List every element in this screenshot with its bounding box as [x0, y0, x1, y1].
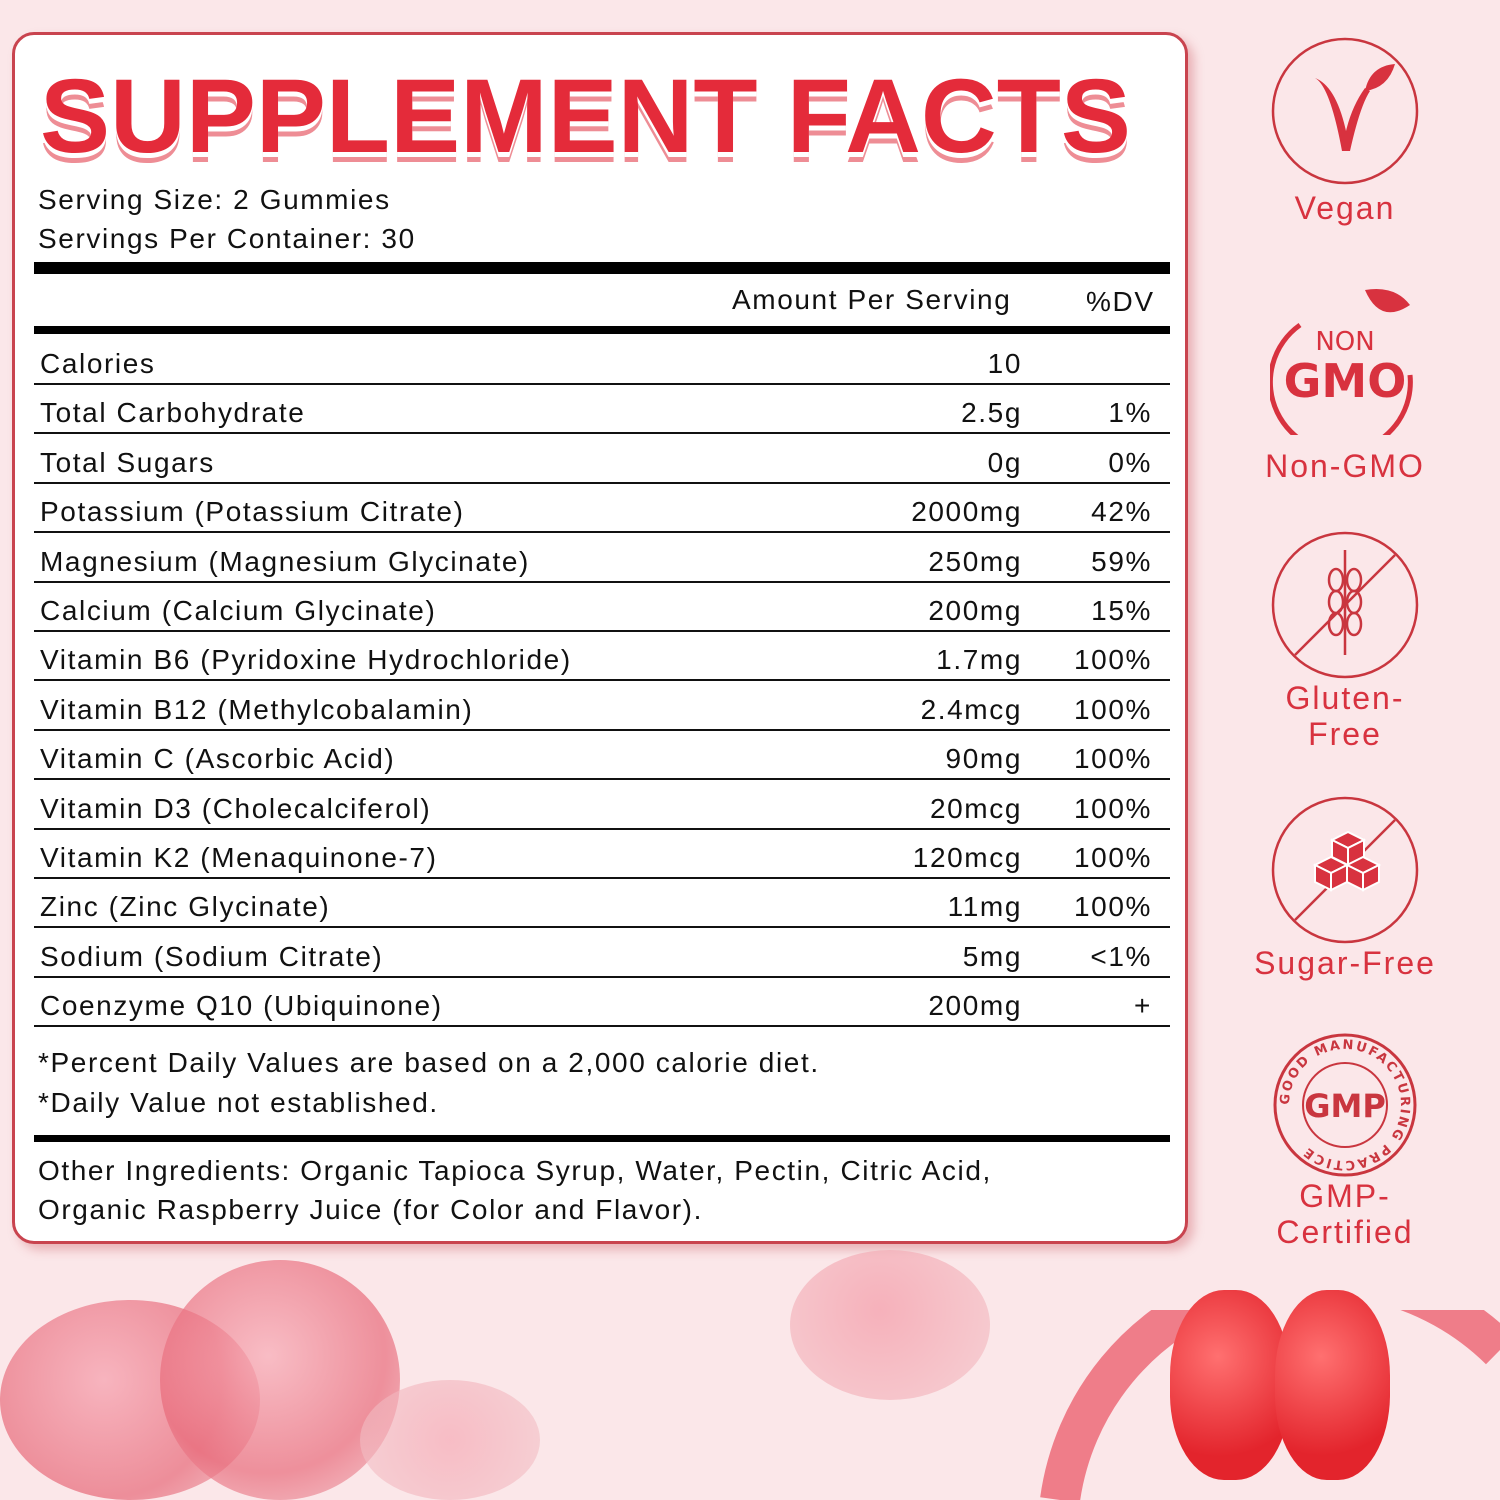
- svg-text:GMO: GMO: [1284, 354, 1407, 408]
- badge-label-gmp-certified: GMP- Certified: [1276, 1178, 1414, 1250]
- daily-value: 100%: [1073, 693, 1152, 725]
- daily-value: 15%: [1091, 595, 1152, 626]
- raspberry-image: [160, 1260, 400, 1500]
- badge-label-sugar-free: Sugar-Free: [1254, 945, 1436, 981]
- nutrient-name: Calories: [40, 348, 156, 379]
- footnote: *Percent Daily Values are based on a 2,0…: [38, 1047, 820, 1078]
- other-ingredients: Organic Raspberry Juice (for Color and F…: [38, 1194, 703, 1225]
- table-row: Vitamin D3 (Cholecalciferol) 20mcg 100%: [34, 779, 1170, 830]
- supplement-facts-panel: [12, 32, 1188, 1244]
- daily-value: 100%: [1073, 644, 1152, 676]
- nutrient-name: Vitamin D3 (Cholecalciferol): [40, 792, 432, 824]
- nutrient-name: Magnesium (Magnesium Glycinate): [40, 545, 530, 577]
- nutrient-name: Coenzyme Q10 (Ubiquinone): [40, 990, 443, 1022]
- nutrient-name: Zinc (Zinc Glycinate): [40, 891, 331, 923]
- nutrient-name: Vitamin B6 (Pyridoxine Hydrochloride): [40, 644, 572, 676]
- amount-per-serving: 20mcg: [929, 792, 1022, 824]
- table-row: Vitamin B12 (Methylcobalamin) 2.4mcg 100%: [34, 680, 1170, 731]
- amount-per-serving: 11mg: [947, 891, 1022, 923]
- gmp-seal-icon: GOOD MANUFACTURING PRACTICE GMP: [1273, 1033, 1417, 1177]
- table-row: Vitamin C (Ascorbic Acid) 90mg 100%: [34, 729, 1170, 781]
- amount-per-serving: 90mg: [945, 743, 1022, 775]
- table-row: Potassium (Potassium Citrate) 2000mg 42%: [34, 482, 1170, 534]
- sugar-free-cubes-icon: [1271, 796, 1419, 944]
- amount-per-serving: 0g: [987, 446, 1022, 478]
- nutrient-name: Vitamin B12 (Methylcobalamin): [40, 693, 474, 725]
- amount-per-serving: 5mg: [962, 940, 1022, 972]
- gummy-bear-image: [1275, 1290, 1390, 1480]
- table-row: Vitamin K2 (Menaquinone-7) 120mcg 100%: [34, 828, 1170, 879]
- table-row: Vitamin B6 (Pyridoxine Hydrochloride) 1.7…: [34, 630, 1170, 682]
- table-row: Magnesium (Magnesium Glycinate) 250mg 59%: [34, 532, 1170, 583]
- nutrient-name: Vitamin C (Ascorbic Acid): [40, 743, 396, 775]
- badge-label-gluten-free: Gluten- Free: [1285, 680, 1405, 752]
- nutrient-name: Vitamin K2 (Menaquinone-7): [40, 842, 438, 873]
- nutrient-name: Sodium (Sodium Citrate): [40, 940, 384, 972]
- nutrient-name: Total Carbohydrate: [40, 397, 306, 429]
- amount-per-serving: 10: [987, 348, 1022, 379]
- amount-per-serving: 120mcg: [912, 842, 1022, 873]
- daily-value: 100%: [1073, 743, 1152, 775]
- gummy-bear-image: [1170, 1290, 1290, 1480]
- page-title: SUPPLEMENT FACTS: [40, 58, 1131, 175]
- serving-size: Serving Size: 2 Gummies: [38, 184, 391, 215]
- gluten-free-wheat-icon: [1271, 531, 1419, 679]
- nutrient-name: Potassium (Potassium Citrate): [40, 496, 465, 528]
- table-row: Zinc (Zinc Glycinate) 11mg 100%: [34, 877, 1170, 929]
- dv-header: %DV: [1086, 286, 1155, 317]
- table-row: Sodium (Sodium Citrate) 5mg <1%: [34, 927, 1170, 978]
- raspberry-image: [360, 1380, 540, 1500]
- daily-value: 1%: [1108, 397, 1152, 429]
- vegan-leaf-icon: [1271, 37, 1419, 185]
- svg-text:NON: NON: [1315, 327, 1374, 357]
- nutrient-name: Total Sugars: [40, 446, 215, 478]
- amount-per-serving: 200mg: [928, 595, 1022, 626]
- amount-per-serving: 2.5g: [961, 397, 1022, 429]
- raspberry-image: [790, 1250, 990, 1400]
- amount-per-serving: 1.7mg: [936, 644, 1022, 676]
- decorative-ring: [1040, 1310, 1500, 1500]
- svg-text:GMP: GMP: [1304, 1087, 1386, 1125]
- divider: [34, 262, 1170, 274]
- servings-per-container: Servings Per Container: 30: [38, 223, 416, 254]
- amount-per-serving: 250mg: [928, 545, 1022, 577]
- daily-value: <1%: [1090, 940, 1152, 972]
- divider: [34, 1135, 1170, 1142]
- daily-value: 42%: [1091, 496, 1152, 528]
- daily-value: 59%: [1091, 545, 1152, 577]
- amount-header: Amount Per Serving: [732, 284, 1012, 315]
- daily-value: 100%: [1073, 792, 1152, 824]
- amount-per-serving: 200mg: [928, 990, 1022, 1022]
- table-row: Calcium (Calcium Glycinate) 200mg 15%: [34, 581, 1170, 632]
- table-row: Total Carbohydrate 2.5g 1%: [34, 383, 1170, 435]
- daily-value: +: [1134, 990, 1152, 1022]
- daily-value: 100%: [1073, 891, 1152, 923]
- daily-value: 100%: [1073, 842, 1152, 873]
- divider: [34, 326, 1170, 334]
- amount-per-serving: 2.4mcg: [920, 693, 1022, 725]
- amount-per-serving: 2000mg: [911, 496, 1022, 528]
- daily-value: 0%: [1108, 446, 1152, 478]
- non-gmo-icon: NON GMO: [1270, 289, 1413, 435]
- table-row: Coenzyme Q10 (Ubiquinone) 200mg +: [34, 976, 1170, 1028]
- footnote: *Daily Value not established.: [38, 1087, 439, 1118]
- badge-label-vegan: Vegan: [1294, 190, 1396, 226]
- nutrient-name: Calcium (Calcium Glycinate): [40, 595, 437, 626]
- badge-label-non-gmo: Non-GMO: [1265, 448, 1425, 484]
- other-ingredients: Other Ingredients: Organic Tapioca Syrup…: [38, 1155, 992, 1186]
- table-row: Calories 10: [34, 334, 1170, 385]
- table-row: Total Sugars 0g 0%: [34, 433, 1170, 484]
